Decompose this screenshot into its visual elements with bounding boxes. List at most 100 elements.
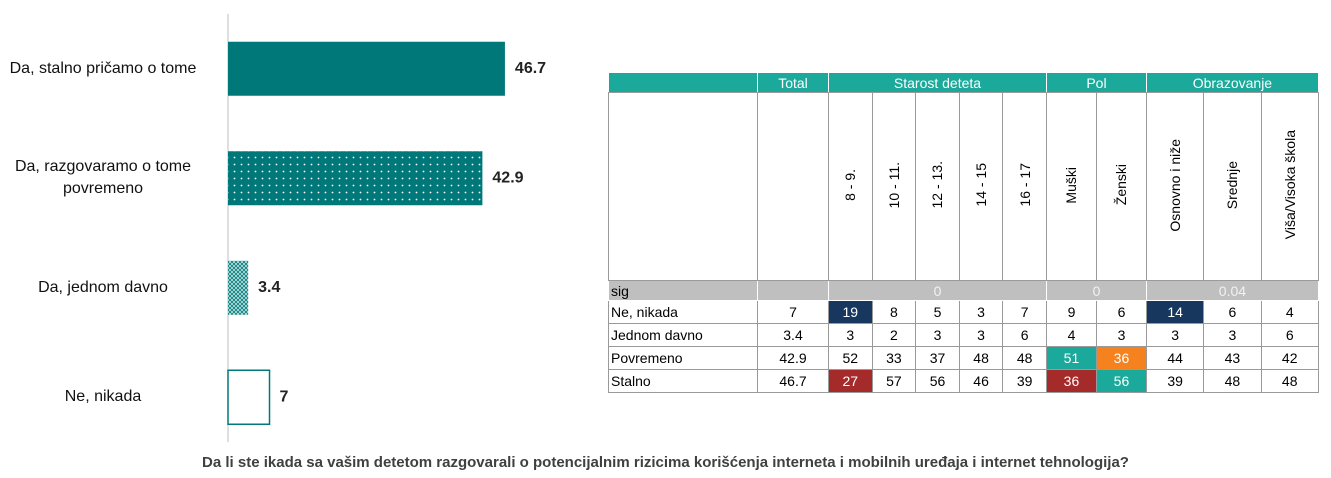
column-cell: 10 - 11. [871,92,917,281]
bar [228,260,249,315]
category-label: Ne, nikada [64,388,142,406]
data-cell: 33 [871,346,917,370]
data-cell: 5 [915,300,960,324]
column-header: Osnovno i niže [1167,138,1184,232]
group-header: Starost deteta [828,72,1047,93]
data-cell: 3 [958,323,1004,347]
data-cell: 46 [958,369,1004,393]
column-header: 14 - 15 [973,163,990,207]
value-label: 7 [280,388,289,405]
column-header: Ženski [1113,164,1130,206]
data-cell: 36 [1095,346,1147,370]
data-row: Ne, nikada 7 19 8 5 3 7 9 6 14 6 4 [608,300,1319,324]
data-cell: 3 [1145,323,1205,347]
column-header: Muški [1063,166,1080,204]
column-cell: Viša/Visoka škola [1260,92,1319,281]
data-cell: 4 [1045,323,1097,347]
column-cell: Osnovno i niže [1145,92,1205,281]
data-cell: 3 [828,323,873,347]
data-cell: 57 [871,369,917,393]
data-cell: 19 [828,300,873,324]
sig-value: 0 [1045,280,1147,301]
data-cell: 37 [915,346,960,370]
data-cell: 48 [1260,369,1319,393]
value-label: 46.7 [515,60,546,77]
category-label: Da, stalno pričamo o tome [9,59,197,77]
data-cell: 8 [871,300,917,324]
data-cell: 39 [1145,369,1205,393]
data-cell: 52 [828,346,873,370]
corner-cell [608,72,758,93]
row-label: Stalno [608,369,758,393]
column-cell: 12 - 13. [915,92,960,281]
row-label: Jednom davno [608,323,758,347]
data-cell: 7 [1002,300,1047,324]
bar [227,369,271,425]
data-cell: 14 [1145,300,1205,324]
column-header: 12 - 13. [929,161,946,209]
data-cell: 3 [1203,323,1262,347]
column-header: 8 - 9. [842,169,859,201]
value-label: 42.9 [492,169,523,186]
group-header: Pol [1045,72,1147,93]
data-cell: 42 [1260,346,1319,370]
data-cell: 6 [1095,300,1147,324]
row-label: sig [608,280,758,301]
sig-row: sig 0 0 0.04 [608,280,1319,301]
data-cell: 6 [1260,323,1319,347]
data-table: Total Starost deteta Pol Obrazovanje 8 - 9. 1… [608,72,1319,393]
column-header: Srednje [1224,160,1241,210]
data-cell: 48 [1002,346,1047,370]
data-cell: 46.7 [757,369,829,393]
data-cell: 48 [958,346,1004,370]
column-cell: Ženski [1095,92,1147,281]
data-cell: 56 [915,369,960,393]
group-header: Total [757,72,829,93]
column-header: Viša/Visoka škola [1281,130,1298,240]
data-cell: 2 [871,323,917,347]
data-cell: 7 [757,300,829,324]
group-header: Obrazovanje [1145,72,1319,93]
bar [228,41,505,96]
row-label: Povremeno [608,346,758,370]
data-cell: 36 [1045,369,1097,393]
data-cell: 9 [1045,300,1097,324]
empty-header [757,92,829,281]
column-row: 8 - 9. 10 - 11. 12 - 13. 14 - 15 16 - 17 Mušk… [608,92,1319,281]
data-cell: 4 [1260,300,1319,324]
data-cell: 51 [1045,346,1097,370]
data-cell: 27 [828,369,873,393]
chart: 46.7 42.9 3.4 7 [227,14,546,442]
data-cell: 3 [1095,323,1147,347]
column-header: 10 - 11. [885,161,902,209]
data-cell: 3 [958,300,1004,324]
data-cell: 56 [1095,369,1147,393]
column-cell: 14 - 15 [958,92,1004,281]
data-cell: 42.9 [757,346,829,370]
data-cell: 6 [1002,323,1047,347]
category-label: Da, razgovaramo o tome povremeno [14,158,192,198]
value-label: 3.4 [258,279,280,296]
column-cell: Srednje [1203,92,1262,281]
data-cell: 3 [915,323,960,347]
corner-cell [608,92,758,281]
sig-value: 0.04 [1145,280,1319,301]
data-row: Povremeno 42.9 52 33 37 48 48 51 36 44 43 42 [608,346,1319,370]
data-cell: 39 [1002,369,1047,393]
data-cell: 43 [1203,346,1262,370]
data-row: Stalno 46.7 27 57 56 46 39 36 56 39 48 48 [608,369,1319,393]
row-label: Ne, nikada [608,300,758,324]
bar [228,151,483,206]
group-row: Total Starost deteta Pol Obrazovanje [608,72,1319,93]
data-cell: 3.4 [757,323,829,347]
column-header: 16 - 17 [1016,163,1033,207]
column-cell: 8 - 9. [828,92,873,281]
data-cell: 48 [1203,369,1262,393]
column-cell: 16 - 17 [1002,92,1047,281]
column-cell: Muški [1045,92,1097,281]
chart-title: Da li ste ikada sa vašim detetom razgova… [202,454,1129,471]
sig-cell [757,280,829,301]
sig-value: 0 [828,280,1047,301]
data-row: Jednom davno 3.4 3 2 3 3 6 4 3 3 3 6 [608,323,1319,347]
